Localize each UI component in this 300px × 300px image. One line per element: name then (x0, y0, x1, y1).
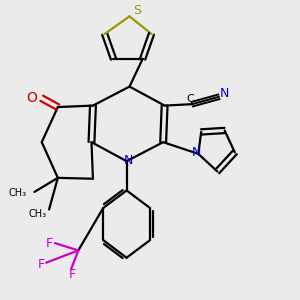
Text: F: F (69, 268, 76, 281)
Text: N: N (123, 154, 133, 167)
Text: CH₃: CH₃ (28, 209, 46, 219)
Text: N: N (220, 87, 229, 101)
Text: O: O (26, 91, 37, 105)
Text: CH₃: CH₃ (9, 188, 27, 198)
Text: F: F (37, 258, 44, 271)
Text: N: N (192, 146, 202, 160)
Text: C: C (186, 94, 194, 104)
Text: F: F (46, 237, 53, 250)
Text: S: S (133, 4, 141, 17)
